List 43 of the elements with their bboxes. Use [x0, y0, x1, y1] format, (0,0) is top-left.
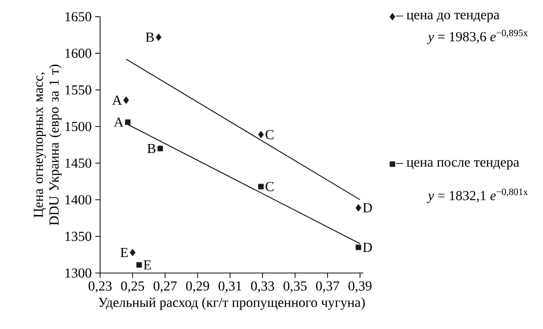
point — [258, 130, 264, 138]
x-tick-label: 0,33 — [251, 281, 274, 293]
x-tick-label: 0,39 — [348, 281, 372, 293]
point — [125, 119, 130, 125]
annotation: D — [362, 203, 372, 212]
x-tick-label: 0,37 — [316, 281, 340, 293]
annotation: C — [266, 182, 274, 192]
point — [356, 204, 362, 212]
x-tick-label: 0,23 — [88, 281, 112, 293]
y-tick-label: 1300 — [65, 268, 92, 278]
y-tick-label: 1550 — [65, 85, 92, 95]
annotation: B — [147, 144, 156, 154]
point — [356, 244, 362, 250]
annotation: E — [120, 248, 128, 257]
x-tick-label: 0,27 — [154, 281, 177, 293]
annotation: C — [266, 130, 274, 140]
x-tick-label: 0,25 — [121, 281, 144, 293]
point — [130, 248, 136, 256]
annotation: D — [362, 242, 372, 252]
annotation: B — [146, 32, 154, 42]
legend-label: – цена до тендера — [396, 12, 500, 22]
point — [123, 96, 129, 104]
annotation: A — [112, 96, 122, 105]
y-tick-label: 1350 — [65, 232, 92, 242]
x-tick-label: 0,31 — [218, 281, 242, 293]
y-tick-label: 1400 — [65, 195, 92, 204]
text: y = 1983,6 e$^{−0,895x}$ — [426, 30, 528, 44]
x-tick-label: 0,29 — [186, 281, 210, 293]
point — [158, 146, 163, 152]
y-tick-label: 1600 — [65, 48, 92, 58]
y-tick-label: 1650 — [65, 12, 92, 22]
point — [156, 33, 162, 41]
point — [136, 262, 142, 268]
annotation: E — [144, 260, 151, 270]
x-axis-title: Удельный расход (кг/т пропущенного чугуна) — [98, 297, 365, 310]
legend-label: – цена после тендера — [396, 160, 520, 170]
annotation: A — [114, 118, 124, 127]
y-axis-title: Цена огнеупорных масс, DDU Украина (евро за 1 т) — [34, 64, 62, 226]
point — [258, 184, 264, 190]
text: y = 1832,1 e$^{−0,801x}$ — [426, 188, 528, 204]
y-tick-label: 1500 — [65, 122, 92, 132]
x-tick-label: 0,35 — [284, 281, 307, 293]
y-tick-label: 1450 — [65, 158, 92, 168]
